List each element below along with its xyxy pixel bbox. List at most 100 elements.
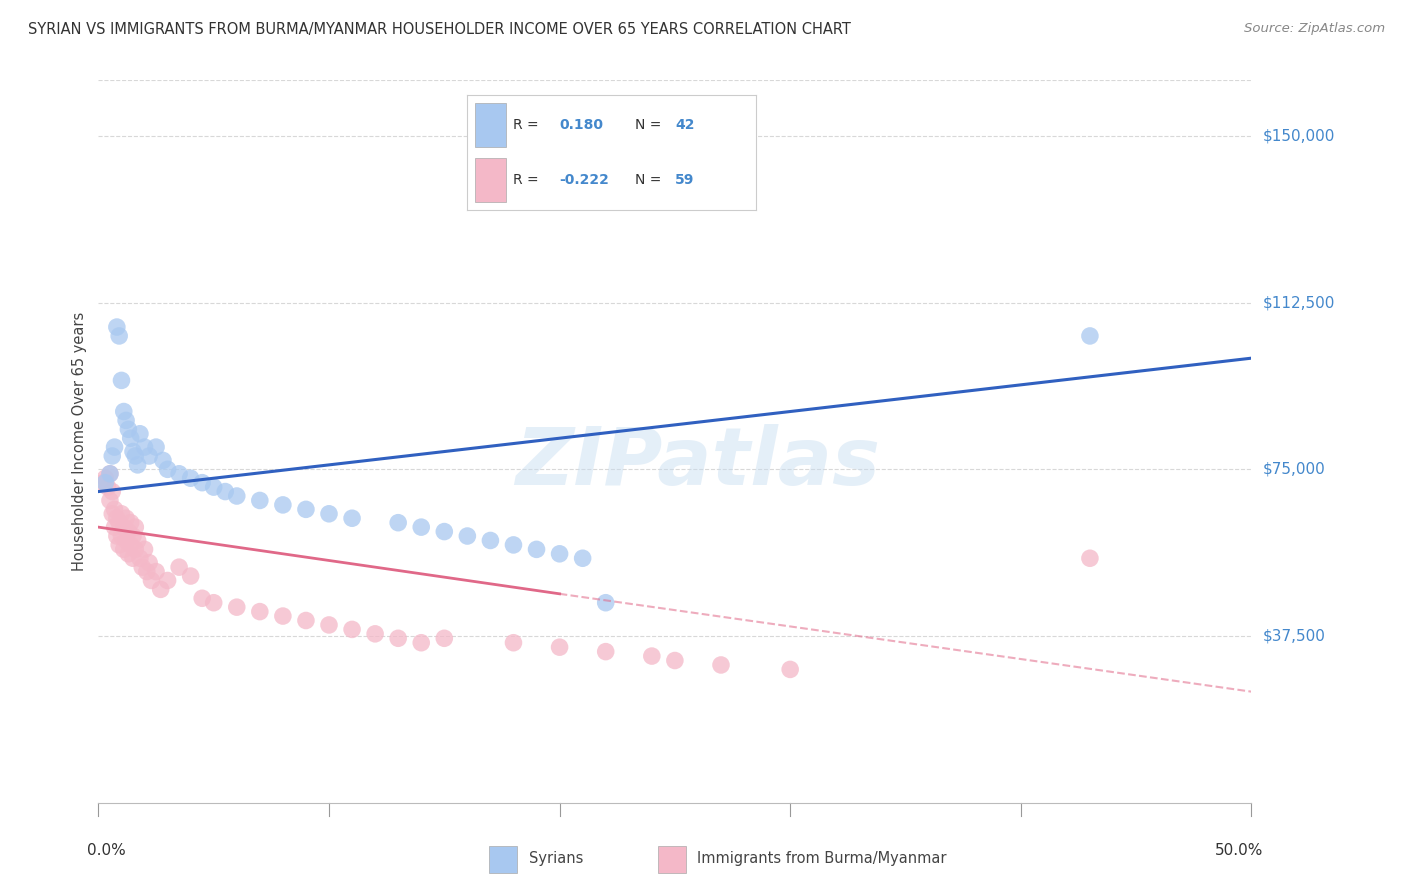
Point: [502, 538, 524, 552]
Point: [225, 489, 247, 503]
Point: [548, 547, 571, 561]
Point: [98, 467, 121, 481]
Text: Source: ZipAtlas.com: Source: ZipAtlas.com: [1244, 22, 1385, 36]
Point: [502, 636, 524, 650]
FancyBboxPatch shape: [489, 847, 517, 873]
Point: [103, 502, 125, 516]
Point: [122, 444, 145, 458]
Point: [318, 618, 340, 632]
Point: [122, 551, 145, 566]
Point: [94, 471, 117, 485]
Point: [127, 458, 149, 472]
Point: [167, 467, 190, 481]
FancyBboxPatch shape: [658, 847, 686, 873]
Point: [180, 569, 202, 583]
Point: [271, 498, 294, 512]
Point: [110, 507, 132, 521]
Point: [1078, 551, 1101, 566]
Point: [129, 426, 152, 441]
Point: [411, 636, 433, 650]
Point: [127, 533, 149, 548]
Point: [249, 493, 271, 508]
Point: [433, 632, 456, 646]
Y-axis label: Householder Income Over 65 years: Householder Income Over 65 years: [72, 312, 87, 571]
Point: [411, 520, 433, 534]
Point: [105, 511, 128, 525]
Point: [526, 542, 548, 557]
Point: [112, 404, 135, 418]
Point: [149, 582, 172, 597]
Point: [98, 467, 121, 481]
Point: [122, 529, 145, 543]
Text: $75,000: $75,000: [1263, 462, 1326, 477]
Point: [180, 471, 202, 485]
Text: $150,000: $150,000: [1263, 128, 1334, 144]
Point: [103, 520, 125, 534]
Point: [115, 511, 138, 525]
Point: [191, 591, 214, 606]
Point: [101, 449, 124, 463]
Point: [108, 538, 131, 552]
Point: [641, 649, 664, 664]
Point: [120, 431, 142, 445]
Point: [340, 623, 363, 637]
Point: [105, 320, 128, 334]
Point: [91, 475, 114, 490]
Text: $37,500: $37,500: [1263, 629, 1326, 643]
Point: [117, 524, 139, 539]
Point: [456, 529, 478, 543]
Point: [152, 453, 174, 467]
Point: [101, 507, 124, 521]
Point: [124, 542, 146, 557]
Point: [129, 551, 152, 566]
Point: [97, 480, 120, 494]
Point: [112, 542, 135, 557]
Point: [340, 511, 363, 525]
Point: [779, 662, 801, 676]
Text: 0.0%: 0.0%: [87, 843, 125, 857]
Point: [145, 565, 167, 579]
Point: [318, 507, 340, 521]
Point: [710, 657, 733, 672]
Point: [117, 547, 139, 561]
Point: [138, 449, 160, 463]
Point: [202, 480, 225, 494]
Point: [124, 449, 146, 463]
Point: [295, 502, 318, 516]
Point: [249, 605, 271, 619]
Point: [387, 516, 409, 530]
Point: [167, 560, 190, 574]
Point: [141, 574, 163, 588]
Point: [145, 440, 167, 454]
Point: [134, 440, 156, 454]
Point: [124, 520, 146, 534]
Point: [105, 529, 128, 543]
Point: [115, 533, 138, 548]
Point: [571, 551, 593, 566]
Point: [225, 600, 247, 615]
Point: [110, 373, 132, 387]
Point: [387, 632, 409, 646]
Point: [202, 596, 225, 610]
Point: [131, 560, 153, 574]
Text: ZIPatlas: ZIPatlas: [516, 425, 880, 502]
Point: [103, 440, 125, 454]
Point: [595, 645, 617, 659]
Point: [108, 329, 131, 343]
Point: [110, 529, 132, 543]
Text: Immigrants from Burma/Myanmar: Immigrants from Burma/Myanmar: [697, 851, 946, 866]
Point: [115, 413, 138, 427]
Point: [664, 653, 686, 667]
Text: 50.0%: 50.0%: [1215, 843, 1263, 857]
Point: [138, 556, 160, 570]
Point: [117, 422, 139, 436]
Text: SYRIAN VS IMMIGRANTS FROM BURMA/MYANMAR HOUSEHOLDER INCOME OVER 65 YEARS CORRELA: SYRIAN VS IMMIGRANTS FROM BURMA/MYANMAR …: [28, 22, 851, 37]
Point: [112, 520, 135, 534]
Point: [120, 516, 142, 530]
Point: [1078, 329, 1101, 343]
Text: Syrians: Syrians: [529, 851, 583, 866]
Point: [156, 574, 179, 588]
Point: [98, 493, 121, 508]
Point: [101, 484, 124, 499]
Point: [108, 516, 131, 530]
